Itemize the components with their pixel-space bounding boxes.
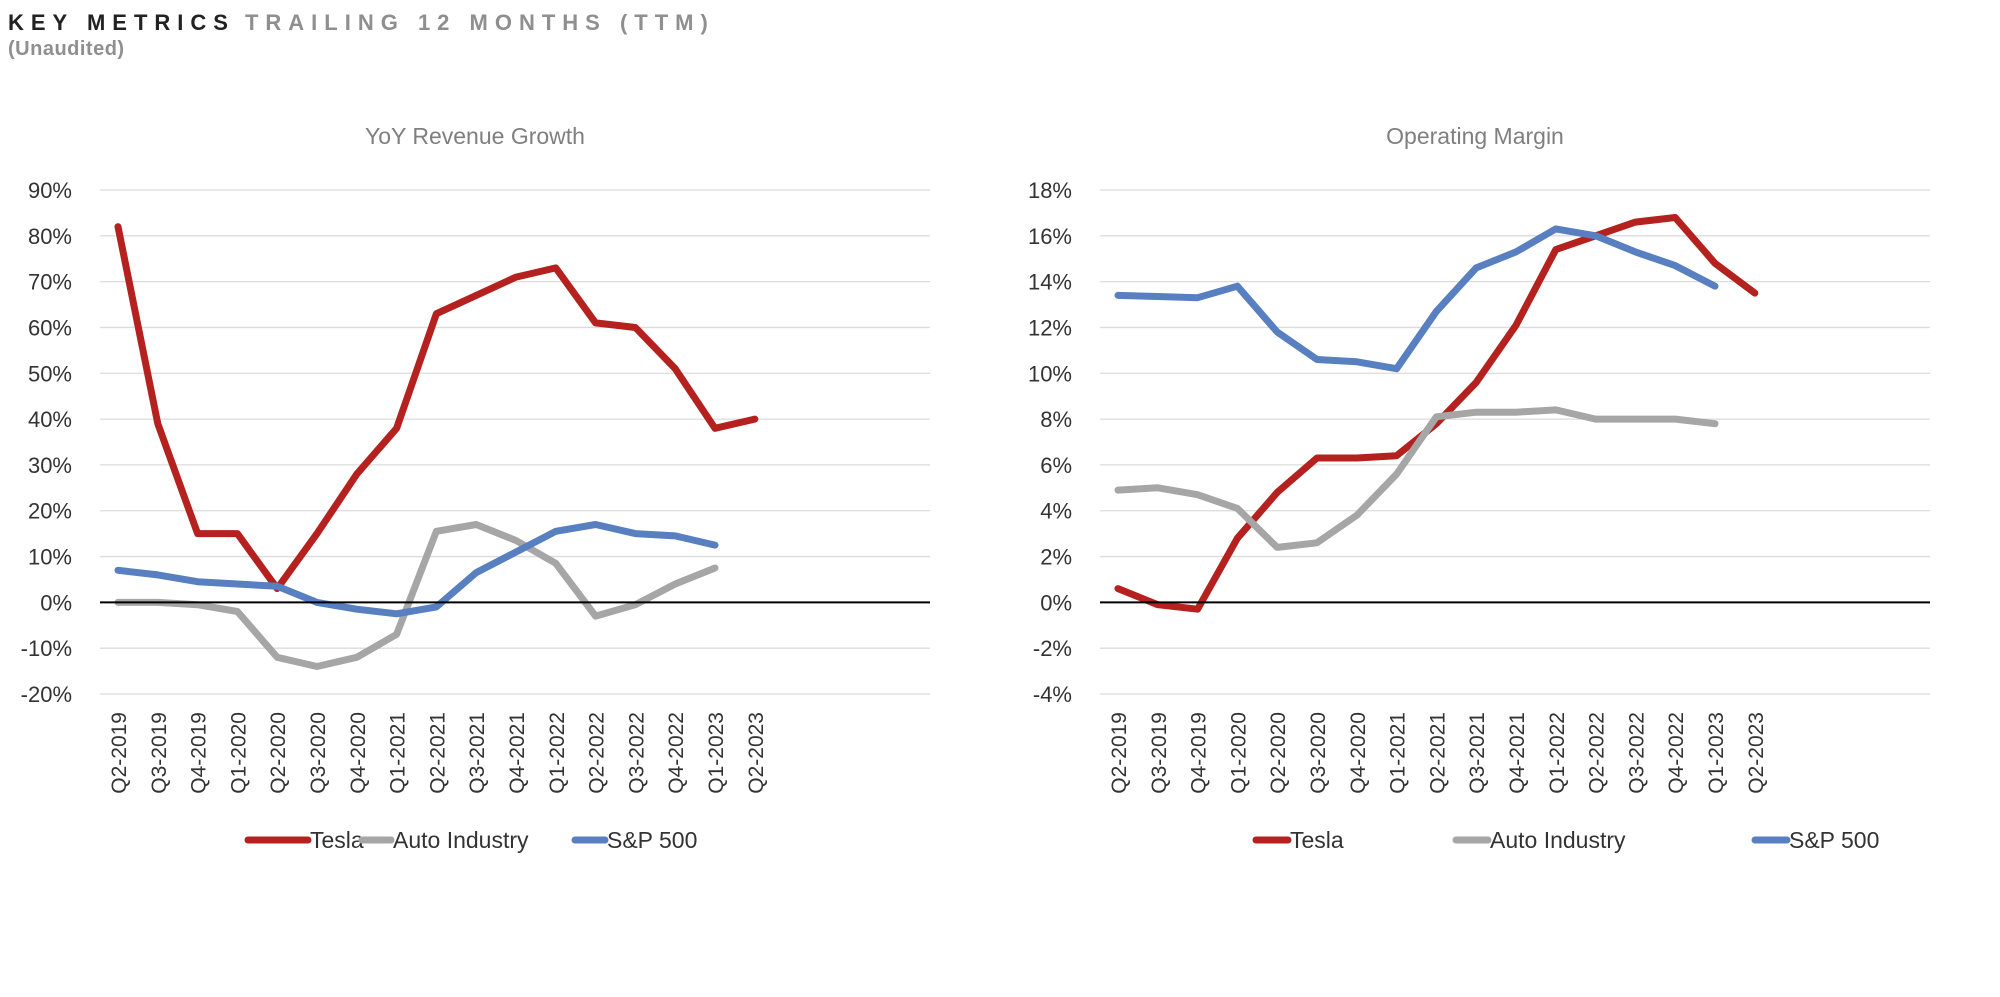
x-tick-label: Q1-2022 <box>1546 712 1569 794</box>
y-tick-label: 0% <box>1040 590 1072 615</box>
x-tick-label: Q4-2021 <box>506 712 529 794</box>
x-tick-label: Q2-2023 <box>1745 712 1768 794</box>
series-line-s-p-500 <box>114 521 719 618</box>
legend-label-tesla: Tesla <box>1290 827 1344 853</box>
y-tick-label: 10% <box>1028 361 1072 386</box>
y-tick-label: 70% <box>28 270 72 295</box>
x-tick-label: Q2-2019 <box>1108 712 1131 794</box>
legend-label-s-p-500: S&P 500 <box>1789 827 1879 853</box>
x-tick-label: Q4-2020 <box>347 712 370 794</box>
x-tick-label: Q3-2022 <box>1625 712 1648 794</box>
y-tick-label: 0% <box>40 590 72 615</box>
operating-margin-chart: Operating Margin -4% -2% 0% 2% 4% 6% 8% 10% 12% 14… <box>1028 123 1930 853</box>
legend-label-auto-industry: Auto Industry <box>1490 827 1626 853</box>
x-tick-label: Q4-2022 <box>1665 712 1688 794</box>
x-tick-label: Q1-2020 <box>227 712 250 794</box>
y-tick-label: 6% <box>1040 453 1072 478</box>
x-tick-label: Q1-2020 <box>1227 712 1250 794</box>
series-line-auto-industry <box>114 521 719 670</box>
unaudited-note: (Unaudited) <box>8 38 125 60</box>
x-tick-label: Q4-2019 <box>188 712 211 794</box>
page-title: KEY METRICS TRAILING 12 MONTHS (TTM) <box>8 10 715 36</box>
legend-label-tesla: Tesla <box>310 827 364 853</box>
series-line-tesla <box>1114 214 1759 613</box>
y-tick-label: 50% <box>28 361 72 386</box>
x-tick-label: Q3-2020 <box>307 712 330 794</box>
series-line-auto-industry <box>1114 406 1719 551</box>
y-tick-label: 14% <box>1028 270 1072 295</box>
y-tick-label: 4% <box>1040 499 1072 524</box>
y-tick-label: -20% <box>21 682 72 707</box>
x-tick-label: Q3-2020 <box>1307 712 1330 794</box>
chart-title: YoY Revenue Growth <box>365 123 585 149</box>
x-tick-label: Q1-2021 <box>387 712 410 794</box>
y-tick-label: 2% <box>1040 545 1072 570</box>
y-tick-label: 12% <box>1028 315 1072 340</box>
x-tick-label: Q2-2020 <box>267 712 290 794</box>
x-tick-label: Q2-2019 <box>108 712 131 794</box>
x-tick-label: Q4-2022 <box>665 712 688 794</box>
x-tick-label: Q3-2021 <box>1466 712 1489 794</box>
y-tick-label: -2% <box>1033 636 1072 661</box>
x-tick-label: Q3-2019 <box>1148 712 1171 794</box>
x-tick-label: Q4-2020 <box>1347 712 1370 794</box>
x-tick-label: Q4-2019 <box>1188 712 1211 794</box>
x-tick-label: Q2-2023 <box>745 712 768 794</box>
revenue-growth-chart: YoY Revenue Growth -20% -10% 0% 10% 20% 30% 40%… <box>21 123 930 853</box>
series-line-tesla <box>114 223 759 593</box>
page-title-period: TRAILING 12 MONTHS (TTM) <box>244 10 715 35</box>
chart-title: Operating Margin <box>1386 123 1564 149</box>
x-tick-label: Q1-2023 <box>705 712 728 794</box>
y-tick-label: 16% <box>1028 224 1072 249</box>
legend-label-s-p-500: S&P 500 <box>607 827 697 853</box>
x-tick-label: Q2-2021 <box>1426 712 1449 794</box>
x-tick-label: Q3-2019 <box>148 712 171 794</box>
y-tick-label: 80% <box>28 224 72 249</box>
x-tick-label: Q2-2022 <box>586 712 609 794</box>
x-tick-label: Q2-2021 <box>426 712 449 794</box>
x-tick-label: Q4-2021 <box>1506 712 1529 794</box>
x-tick-label: Q2-2022 <box>1586 712 1609 794</box>
y-tick-label: 18% <box>1028 178 1072 203</box>
y-tick-label: 60% <box>28 315 72 340</box>
y-tick-label: 90% <box>28 178 72 203</box>
y-tick-label: 10% <box>28 545 72 570</box>
page-title-main: KEY METRICS <box>8 10 235 35</box>
page-header: KEY METRICS TRAILING 12 MONTHS (TTM) (Una… <box>8 10 715 61</box>
legend-label-auto-industry: Auto Industry <box>393 827 529 853</box>
x-tick-label: Q2-2020 <box>1267 712 1290 794</box>
x-tick-label: Q1-2023 <box>1705 712 1728 794</box>
x-tick-label: Q3-2021 <box>466 712 489 794</box>
series-line-s-p-500 <box>1114 225 1719 373</box>
y-tick-label: -4% <box>1033 682 1072 707</box>
y-tick-label: 40% <box>28 407 72 432</box>
x-tick-label: Q1-2022 <box>546 712 569 794</box>
x-tick-label: Q3-2022 <box>625 712 648 794</box>
y-tick-label: -10% <box>21 636 72 661</box>
x-tick-label: Q1-2021 <box>1387 712 1410 794</box>
y-tick-label: 8% <box>1040 407 1072 432</box>
y-tick-label: 30% <box>28 453 72 478</box>
y-tick-label: 20% <box>28 499 72 524</box>
